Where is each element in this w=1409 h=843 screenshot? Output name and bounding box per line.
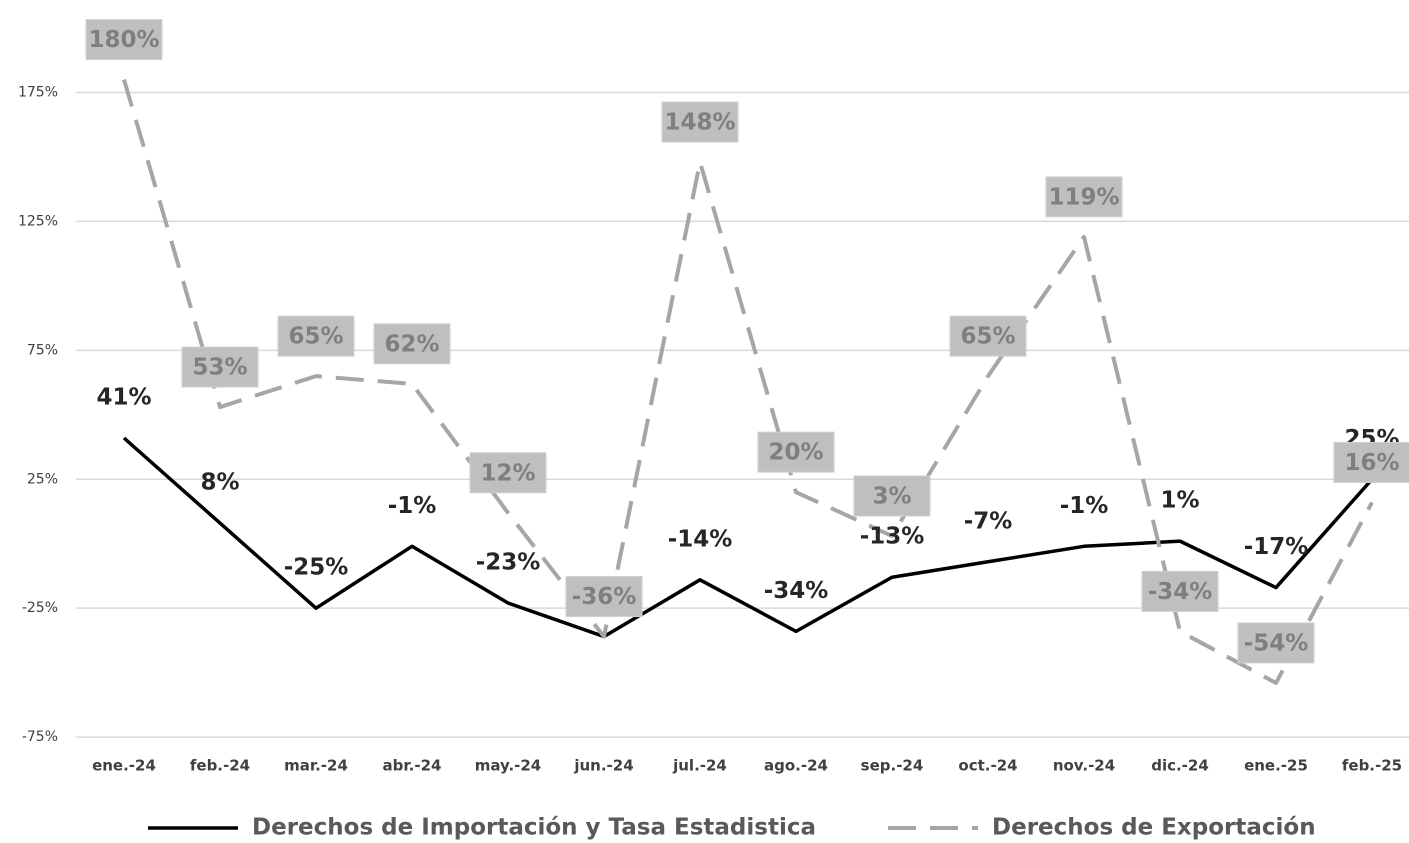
y-tick-label: 175% [18, 84, 58, 100]
y-tick-label: 75% [27, 342, 58, 358]
value-label: 148% [664, 110, 735, 136]
x-tick-label: jun.-24 [573, 757, 633, 775]
x-tick-label: ene.-25 [1244, 757, 1308, 775]
value-label-box [373, 323, 451, 365]
value-label-box [853, 475, 931, 517]
value-label: -1% [388, 493, 437, 519]
x-tick-label: sep.-24 [861, 757, 924, 775]
value-label-box [949, 315, 1027, 357]
value-label-box [1045, 176, 1123, 218]
value-label: -17% [1244, 534, 1309, 560]
value-label: -1% [1060, 493, 1109, 519]
value-label-box [277, 315, 355, 357]
value-label: -23% [476, 550, 541, 576]
value-label: 16% [1344, 450, 1399, 476]
x-tick-label: jul.-24 [672, 757, 727, 775]
value-label: 1% [1160, 488, 1199, 514]
value-label-box [85, 19, 163, 61]
value-label: -36% [572, 584, 637, 610]
value-label-box [661, 101, 739, 143]
y-tick-label: -25% [22, 600, 58, 616]
series-line [122, 79, 1374, 685]
x-tick-label: may.-24 [475, 757, 542, 775]
x-tick-label: mar.-24 [284, 757, 348, 775]
x-tick-label: abr.-24 [383, 757, 442, 775]
legend-label: Derechos de Exportación [992, 815, 1316, 841]
value-label: -54% [1244, 630, 1309, 656]
value-label: 65% [288, 324, 343, 350]
value-label-box [565, 576, 643, 618]
value-label: 119% [1048, 184, 1119, 210]
x-tick-label: feb.-24 [190, 757, 250, 775]
x-tick-label: oct.-24 [958, 757, 1017, 775]
x-tick-label: nov.-24 [1053, 757, 1115, 775]
legend-label: Derechos de Importación y Tasa Estadisti… [252, 815, 816, 841]
y-tick-label: 125% [18, 213, 58, 229]
x-tick-label: feb.-25 [1342, 757, 1402, 775]
x-tick-label: dic.-24 [1151, 757, 1209, 775]
value-label: 12% [480, 460, 535, 486]
value-label: 8% [200, 470, 239, 496]
value-label: -7% [964, 508, 1013, 534]
value-label-box [469, 452, 547, 494]
value-label: 41% [96, 384, 151, 410]
value-label: -14% [668, 526, 733, 552]
y-tick-label: -75% [22, 729, 58, 745]
value-label-box [1141, 570, 1219, 612]
value-label: -34% [1148, 579, 1213, 605]
y-tick-label: 25% [27, 471, 58, 487]
value-label: -34% [764, 578, 829, 604]
series-line [122, 436, 1374, 639]
x-tick-label: ago.-24 [764, 757, 828, 775]
value-label: 20% [768, 440, 823, 466]
value-label-box [181, 346, 259, 388]
x-tick-label: ene.-24 [92, 757, 156, 775]
value-label: 53% [192, 355, 247, 381]
value-label: 65% [960, 324, 1015, 350]
value-label: -25% [284, 555, 349, 581]
value-label: 3% [872, 483, 911, 509]
value-label: 62% [384, 331, 439, 357]
value-label: -13% [860, 524, 925, 550]
value-label-box [757, 431, 835, 473]
value-label: 180% [88, 27, 159, 53]
value-label-box [1333, 441, 1409, 483]
value-label-box [1237, 622, 1315, 664]
